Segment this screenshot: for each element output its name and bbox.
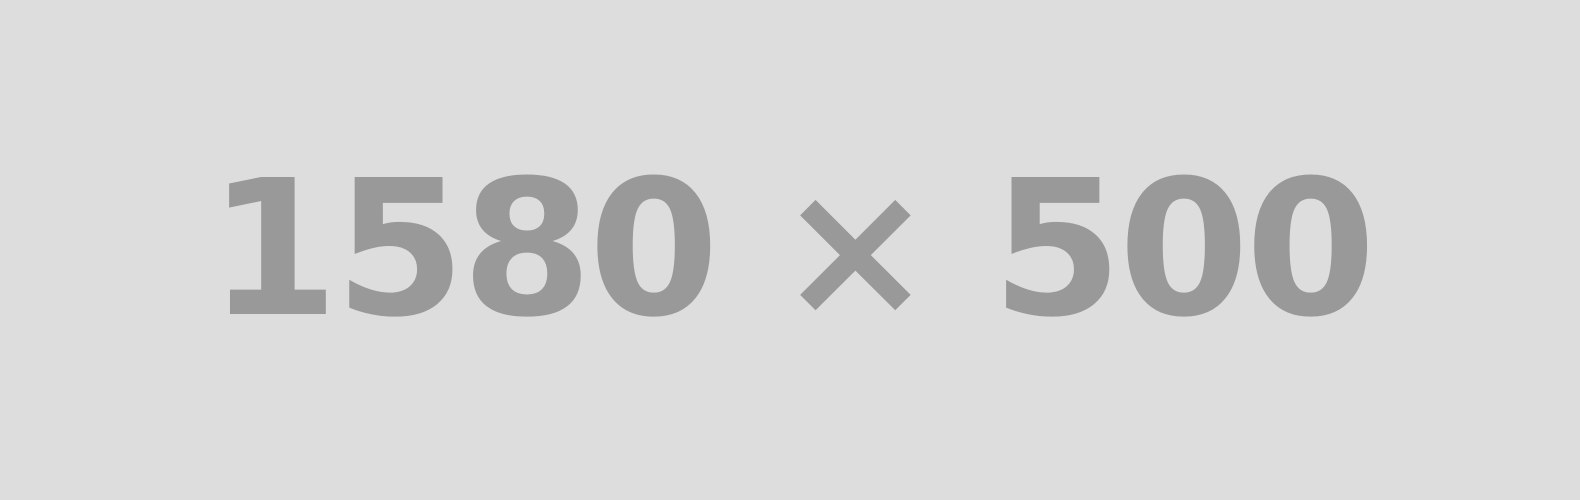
dimensions-label: 1580 × 500 [207,140,1376,359]
